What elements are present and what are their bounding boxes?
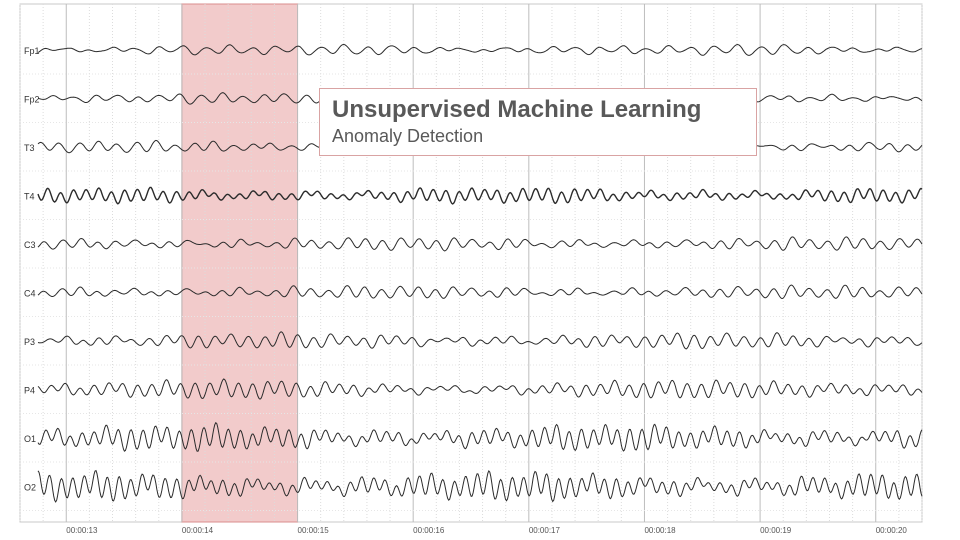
channel-label-t4: T4 (24, 192, 35, 202)
title-box: Unsupervised Machine Learning Anomaly De… (319, 88, 757, 156)
channel-label-o2: O2 (24, 483, 36, 493)
channel-label-o1: O1 (24, 434, 36, 444)
eeg-trace-p3 (37, 331, 923, 350)
plot-area (19, 3, 923, 523)
eeg-trace-c3 (37, 236, 923, 252)
channel-label-fp2: Fp2 (24, 95, 40, 105)
channel-label-c3: C3 (24, 240, 36, 250)
x-tick-label: 00:00:13 (66, 526, 98, 535)
anomaly-highlight (181, 3, 299, 523)
eeg-trace-p4 (37, 378, 923, 400)
channel-label-p4: P4 (24, 386, 35, 396)
x-tick-label: 00:00:16 (413, 526, 445, 535)
x-tick-label: 00:00:20 (876, 526, 908, 535)
x-tick-label: 00:00:18 (644, 526, 676, 535)
slide-title: Unsupervised Machine Learning (332, 96, 702, 123)
x-tick-label: 00:00:14 (182, 526, 214, 535)
eeg-trace-fp1 (37, 43, 923, 56)
eeg-trace-o1 (37, 421, 923, 452)
channel-label-t3: T3 (24, 143, 35, 153)
x-tick-label: 00:00:15 (298, 526, 330, 535)
x-tick-label: 00:00:19 (760, 526, 792, 535)
channel-label-p3: P3 (24, 337, 35, 347)
eeg-trace-c4 (37, 284, 923, 300)
eeg-trace-t4 (37, 186, 923, 205)
channel-label-c4: C4 (24, 289, 36, 299)
eeg-trace-o2 (37, 469, 923, 503)
slide-subtitle: Anomaly Detection (332, 126, 484, 146)
channel-label-fp1: Fp1 (24, 46, 40, 56)
x-tick-label: 00:00:17 (529, 526, 561, 535)
